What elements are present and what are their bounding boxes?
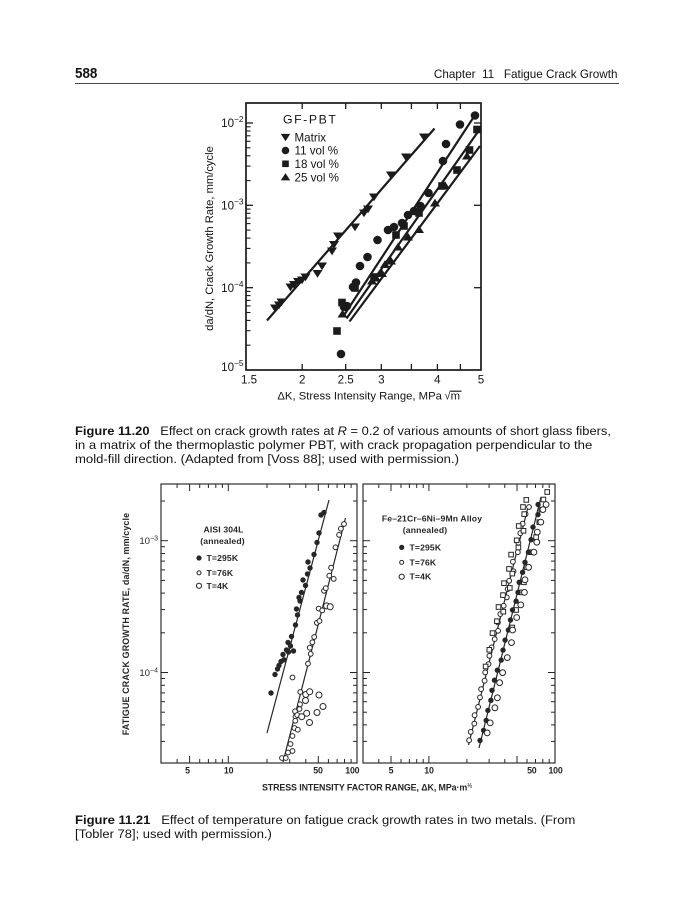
svg-text:Fe–21Cr–6Ni–9Mn Alloy: Fe–21Cr–6Ni–9Mn Alloy — [382, 514, 482, 524]
svg-text:100: 100 — [345, 766, 359, 776]
svg-text:1.5: 1.5 — [241, 374, 257, 387]
svg-text:T=76K: T=76K — [207, 568, 234, 578]
svg-text:AISI 304L: AISI 304L — [203, 525, 243, 535]
svg-text:50: 50 — [527, 766, 537, 776]
svg-text:FATIGUE CRACK GROWTH RATE, da/: FATIGUE CRACK GROWTH RATE, da/dN, mm/cyc… — [121, 513, 131, 735]
svg-text:11 vol %: 11 vol % — [295, 145, 339, 158]
svg-text:18 vol %: 18 vol % — [295, 158, 339, 171]
svg-text:10−3: 10−3 — [221, 196, 244, 212]
svg-text:STRESS INTENSITY FACTOR RANGE,: STRESS INTENSITY FACTOR RANGE, ΔK, MPa·m… — [262, 783, 472, 793]
svg-text:10: 10 — [424, 766, 434, 776]
svg-text:5: 5 — [389, 766, 394, 776]
svg-text:T=295K: T=295K — [207, 553, 239, 563]
svg-text:ΔK, Stress Intensity Range, MP: ΔK, Stress Intensity Range, MPa √m — [277, 391, 460, 403]
svg-text:4: 4 — [434, 374, 441, 387]
svg-text:100: 100 — [548, 766, 562, 776]
svg-text:T=295K: T=295K — [410, 542, 442, 552]
svg-text:2: 2 — [299, 374, 305, 387]
svg-text:GF-PBT: GF-PBT — [283, 112, 337, 126]
svg-text:(annealed): (annealed) — [403, 525, 447, 535]
svg-text:2.5: 2.5 — [338, 374, 354, 387]
svg-text:T=4K: T=4K — [207, 581, 229, 591]
svg-text:10−5: 10−5 — [221, 358, 244, 374]
svg-text:5: 5 — [185, 766, 190, 776]
svg-text:10−4: 10−4 — [221, 279, 244, 295]
svg-text:10−3: 10−3 — [139, 536, 158, 548]
svg-text:5: 5 — [478, 374, 484, 387]
svg-text:(annealed): (annealed) — [200, 536, 244, 546]
svg-text:T=4K: T=4K — [410, 572, 432, 582]
svg-text:3: 3 — [378, 374, 384, 387]
svg-text:10−4: 10−4 — [139, 667, 158, 679]
svg-text:25 vol %: 25 vol % — [295, 171, 339, 184]
svg-text:50: 50 — [313, 766, 323, 776]
svg-text:10−2: 10−2 — [221, 114, 244, 130]
svg-text:Matrix: Matrix — [295, 131, 327, 144]
svg-text:T=76K: T=76K — [410, 557, 437, 567]
svg-text:da/dN, Crack Growth Rate, mm/c: da/dN, Crack Growth Rate, mm/cycle — [204, 146, 216, 331]
svg-text:10: 10 — [224, 766, 234, 776]
